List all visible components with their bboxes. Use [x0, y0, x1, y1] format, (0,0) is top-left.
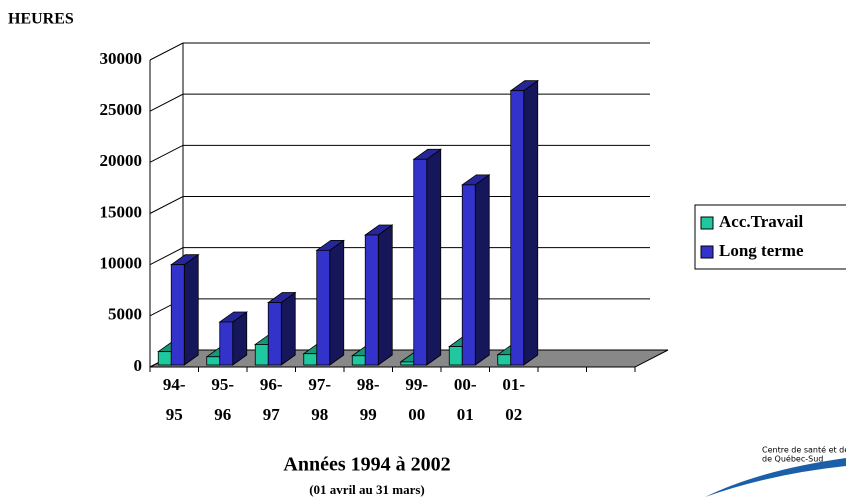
x-axis-title: Années 1994 à 2002 — [283, 454, 450, 476]
chart-title: HEURES — [8, 11, 74, 28]
x-tick-label: 00-01 — [453, 375, 477, 424]
bar-front — [400, 361, 415, 366]
y-tick-label: 10000 — [100, 254, 143, 273]
bar-front — [170, 264, 185, 366]
legend-box — [694, 204, 846, 270]
x-tick-label: 98-99 — [356, 375, 380, 424]
legend-swatch — [700, 245, 714, 259]
bar — [170, 253, 200, 366]
x-tick-label: 01-02 — [502, 375, 526, 424]
bar — [218, 311, 248, 366]
bar — [364, 224, 394, 366]
bar-front — [219, 321, 234, 366]
grid-line — [149, 196, 650, 214]
x-tick-label: 95-96 — [211, 375, 235, 424]
bar-front — [461, 184, 476, 366]
x-axis-subtitle: (01 avril au 31 mars) — [309, 482, 425, 497]
x-tick-label: 97-98 — [308, 375, 332, 424]
x-tick-label: 94-95 — [162, 375, 186, 424]
bar-side — [426, 148, 442, 366]
grid-line — [149, 144, 650, 163]
bar — [267, 291, 297, 366]
bar-front — [497, 354, 512, 366]
bar-front — [316, 249, 331, 366]
grid-line — [149, 298, 650, 317]
bar-front — [510, 90, 525, 366]
bar-front — [267, 302, 282, 366]
logo-text: Centre de santé et de — [762, 445, 846, 455]
bar-front — [157, 351, 172, 366]
bar-side — [377, 224, 393, 366]
bar — [461, 174, 491, 366]
y-tick-label: 25000 — [100, 100, 143, 119]
logo-text: de Québec-Sud — [762, 454, 823, 464]
grid-line — [149, 93, 650, 112]
bar-front — [254, 344, 269, 366]
y-tick-label: 20000 — [100, 151, 143, 170]
legend-label: Long terme — [719, 241, 804, 260]
bar-front — [448, 346, 463, 366]
bar-front — [351, 355, 366, 366]
bar-front — [364, 234, 379, 366]
bar-side — [280, 291, 296, 366]
bar — [509, 79, 539, 366]
bar-front — [413, 158, 428, 366]
logo-swoosh — [705, 458, 846, 497]
y-tick-label: 0 — [134, 356, 143, 375]
grid-line — [149, 42, 650, 61]
bar-front — [303, 353, 318, 366]
bar-side — [523, 79, 539, 366]
bar-side — [474, 174, 490, 366]
x-tick-label: 96-97 — [259, 375, 283, 424]
legend-label: Acc.Travail — [719, 212, 803, 231]
bar-front — [206, 356, 221, 366]
y-tick-label: 15000 — [100, 202, 143, 221]
bar — [412, 148, 442, 366]
bar-side — [183, 253, 199, 366]
y-tick-label: 30000 — [100, 49, 143, 68]
bar-side — [329, 239, 345, 366]
grid-line — [149, 247, 650, 266]
y-tick-label: 5000 — [108, 305, 142, 324]
bar — [315, 239, 345, 366]
legend-swatch — [700, 216, 714, 230]
x-tick-label: 99-00 — [405, 375, 429, 424]
